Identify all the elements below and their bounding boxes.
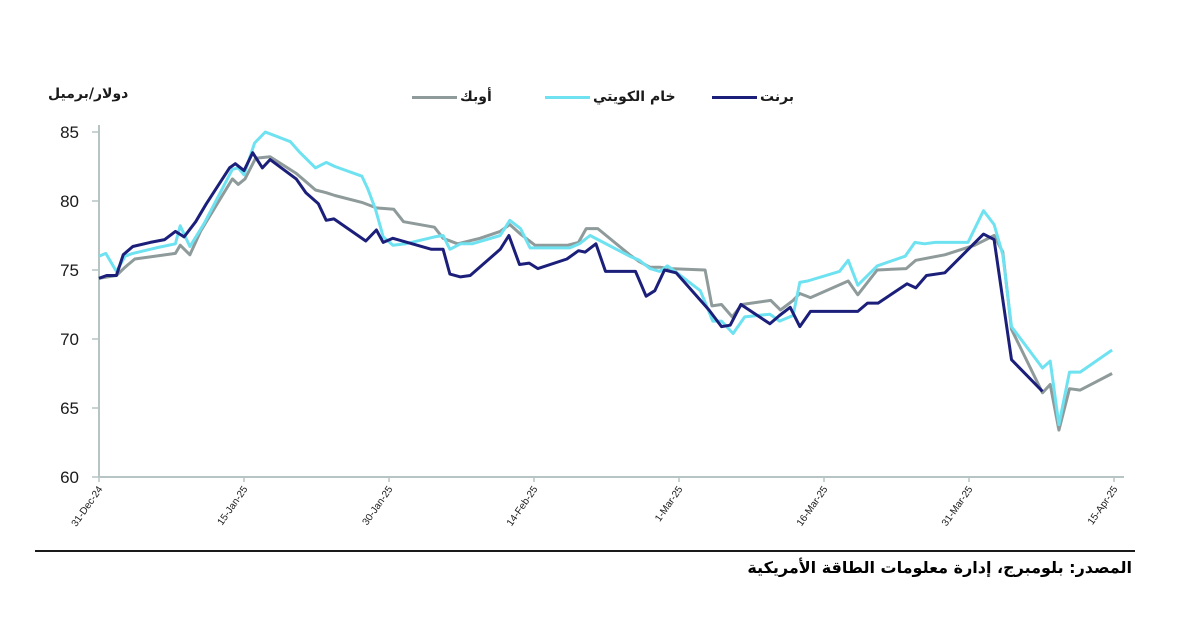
legend-line-brent-icon — [712, 95, 757, 99]
legend-label-kuwait: خام الكويتي — [593, 89, 676, 105]
x-tick-label: 15-Apr-25 — [1086, 484, 1121, 527]
y-tick-label: 75 — [60, 261, 79, 280]
x-tick-label: 31-Mar-25 — [940, 484, 976, 528]
legend-item-opec: أوبك — [412, 87, 492, 107]
source-note: المصدر: بلومبرج، إدارة معلومات الطاقة ال… — [747, 558, 1132, 577]
y-axis-unit-label: دولار/برميل — [48, 86, 129, 102]
legend-label-opec: أوبك — [460, 89, 492, 105]
footer-divider — [35, 550, 1135, 552]
x-tick-label: 30-Jan-25 — [361, 484, 396, 528]
x-tick-label: 15-Jan-25 — [216, 484, 251, 528]
legend-label-brent: برنت — [760, 89, 795, 105]
legend-item-brent: برنت — [712, 87, 794, 107]
y-tick-label: 70 — [60, 330, 79, 349]
y-tick-label: 85 — [60, 123, 79, 142]
x-tick-label: 14-Feb-25 — [505, 484, 541, 528]
chart-series — [98, 130, 1113, 432]
legend-line-opec-icon — [412, 95, 457, 99]
y-tick-label: 60 — [60, 468, 79, 487]
y-tick-label: 80 — [60, 192, 79, 211]
legend-line-kuwait-icon — [545, 95, 590, 99]
legend-item-kuwait: خام الكويتي — [545, 87, 676, 107]
x-tick-label: 16-Mar-25 — [795, 484, 831, 528]
series-line-2 — [98, 155, 1113, 432]
y-tick-label: 65 — [60, 399, 79, 418]
x-tick-label: 1-Mar-25 — [653, 484, 686, 524]
series-line-0 — [98, 151, 1044, 393]
x-tick-label: 31-Dec-24 — [70, 484, 106, 529]
series-line-1 — [98, 130, 1113, 427]
